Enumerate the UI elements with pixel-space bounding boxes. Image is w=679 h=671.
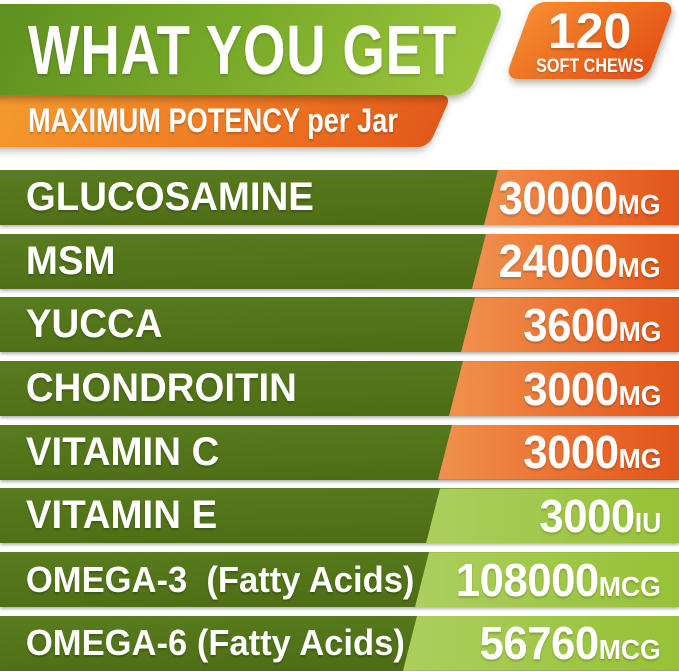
- ingredient-value-wedge: 3000MG: [449, 361, 679, 417]
- potency-subtitle: MAXIMUM POTENCY per Jar: [28, 102, 398, 141]
- table-row: VITAMIN E 3000IU: [0, 488, 679, 544]
- soft-chews-badge: 120 SOFT CHEWS: [504, 2, 676, 81]
- page-title: WHAT YOU GET: [27, 10, 457, 89]
- ingredient-value-wedge: 3000MG: [438, 424, 679, 480]
- table-row: MSM 24000MG: [0, 233, 679, 289]
- table-row: OMEGA-6 (Fatty Acids) 56760MCG: [0, 615, 679, 671]
- ingredient-label: CHONDROITIN: [25, 366, 297, 411]
- ingredient-table: GLUCOSAMINE 30000MG MSM 24000MG YUCCA 3600MG C…: [0, 170, 679, 671]
- potency-subtitle-regular: per Jar: [307, 101, 398, 140]
- potency-subtitle-bold: MAXIMUM POTENCY: [27, 101, 300, 140]
- ingredient-label: OMEGA-3 (Fatty Acids): [25, 558, 415, 600]
- ingredient-amount: 24000: [498, 235, 619, 288]
- ingredient-label: VITAMIN C: [25, 429, 220, 474]
- ingredient-value: 3000MG: [523, 425, 661, 479]
- ingredient-value: 30000MG: [499, 171, 661, 225]
- table-row: YUCCA 3600MG: [0, 297, 679, 353]
- ingredient-unit: MG: [618, 443, 661, 475]
- badge-label: SOFT CHEWS: [535, 55, 644, 77]
- potency-banner: MAXIMUM POTENCY per Jar: [0, 95, 452, 147]
- ingredient-amount: 108000: [455, 553, 599, 606]
- table-row: GLUCOSAMINE 30000MG: [0, 170, 679, 225]
- ingredient-amount: 56760: [479, 617, 600, 670]
- potency-banner-inner: MAXIMUM POTENCY per Jar: [0, 95, 440, 147]
- ingredient-amount: 3000: [522, 362, 619, 415]
- ingredient-value-wedge: 30000MG: [484, 170, 679, 225]
- ingredient-label: MSM: [25, 238, 116, 283]
- ingredient-value: 108000MCG: [456, 553, 661, 607]
- ingredient-unit: MG: [618, 379, 661, 411]
- table-row: OMEGA-3 (Fatty Acids) 108000MCG: [0, 552, 679, 608]
- ingredient-unit: IU: [634, 506, 661, 538]
- title-banner: WHAT YOU GET: [0, 4, 506, 95]
- title-banner-inner: WHAT YOU GET: [0, 4, 487, 95]
- ingredient-value: 3000MG: [523, 362, 661, 416]
- ingredient-unit: MG: [618, 252, 661, 284]
- soft-chews-badge-inner: 120 SOFT CHEWS: [519, 2, 661, 81]
- ingredient-label: GLUCOSAMINE: [25, 175, 314, 219]
- table-row: CHONDROITIN 3000MG: [0, 361, 679, 417]
- ingredient-amount: 3000: [522, 426, 619, 479]
- ingredient-unit: MG: [618, 315, 661, 347]
- ingredient-value: 56760MCG: [480, 616, 661, 670]
- table-row: VITAMIN C 3000MG: [0, 424, 679, 480]
- ingredient-value-wedge: 108000MCG: [415, 552, 679, 608]
- ingredient-value: 24000MG: [499, 234, 661, 288]
- ingredient-amount: 30000: [498, 171, 619, 224]
- ingredient-label: OMEGA-6 (Fatty Acids): [25, 622, 405, 664]
- ingredient-amount: 3000: [539, 489, 635, 542]
- ingredient-amount: 3600: [522, 298, 619, 351]
- badge-count: 120: [547, 2, 632, 59]
- subtitle-spacer: [300, 102, 308, 140]
- ingredient-unit: MCG: [598, 570, 661, 602]
- ingredient-label: YUCCA: [25, 302, 163, 347]
- ingredient-label: VITAMIN E: [25, 493, 218, 538]
- ingredient-unit: MCG: [598, 634, 661, 666]
- ingredient-value-wedge: 3000IU: [426, 488, 679, 544]
- ingredient-unit: MG: [618, 188, 661, 220]
- ingredient-value: 3000IU: [539, 489, 661, 543]
- ingredient-value-wedge: 56760MCG: [403, 615, 679, 671]
- ingredient-value: 3600MG: [523, 298, 661, 352]
- ingredient-value-wedge: 24000MG: [472, 233, 679, 289]
- ingredient-value-wedge: 3600MG: [461, 297, 679, 353]
